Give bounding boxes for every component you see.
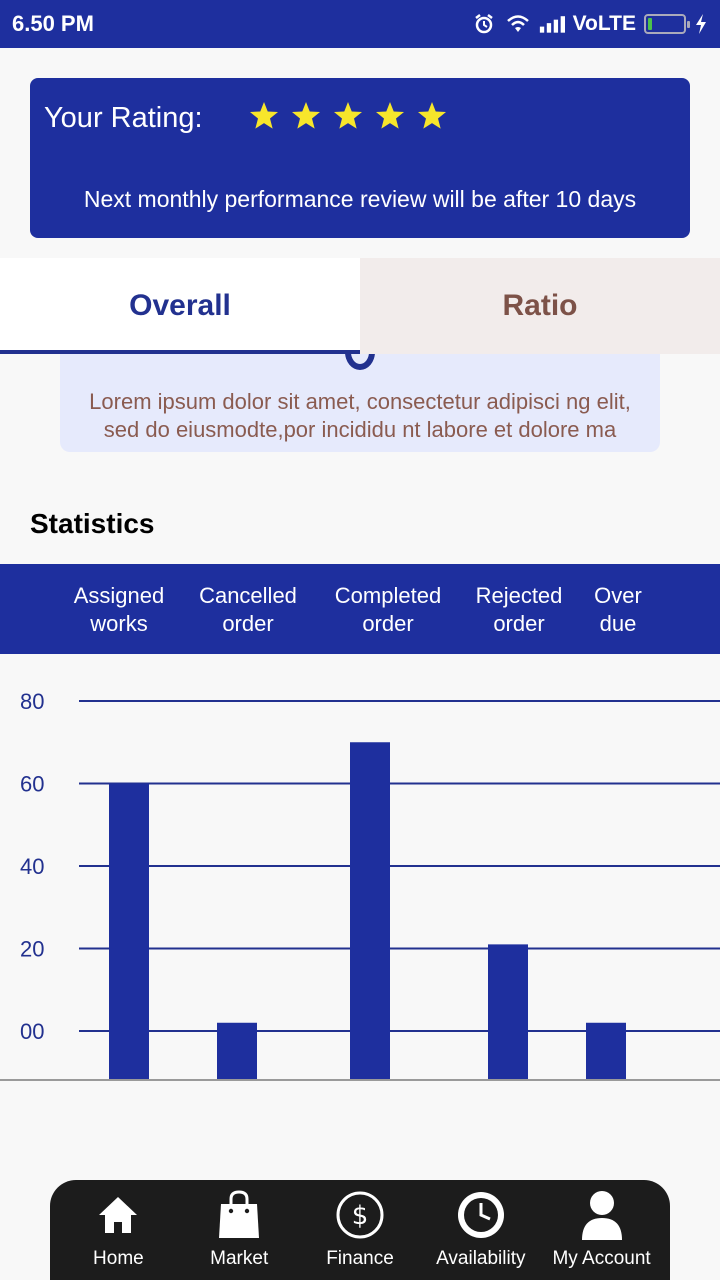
nav-finance-label: Finance — [326, 1248, 394, 1269]
overall-summary-card: Lorem ipsum dolor sit amet, consectetur … — [60, 354, 660, 452]
stat-category[interactable]: Rejected order — [454, 582, 584, 638]
review-info-text: Next monthly performance review will be … — [83, 186, 637, 212]
rating-stars — [248, 100, 448, 132]
stat-category-line: due — [599, 611, 637, 636]
y-tick-label: 40 — [20, 854, 44, 879]
statistics-title: Statistics — [30, 508, 155, 539]
status-icons: VoLTE — [471, 10, 708, 38]
stat-category-line: Assigned — [73, 583, 165, 608]
nav-availability-label: Availability — [436, 1248, 526, 1269]
bar-chart: 00 20 40 60 80 — [0, 689, 720, 1081]
overall-value-partial — [345, 354, 375, 370]
statistics-category-header: Assigned works Cancelled order Completed orde… — [0, 564, 720, 654]
statistics-chart: 00 20 40 60 80 — [0, 654, 720, 1094]
battery-level — [648, 18, 652, 30]
shopping-bag-icon — [212, 1188, 266, 1242]
chart-bar-4 — [488, 944, 528, 1080]
network-type: VoLTE — [572, 12, 636, 35]
stat-category[interactable]: Over due — [553, 582, 683, 638]
stat-category-line: works — [90, 611, 148, 636]
rating-star-icon — [292, 102, 320, 129]
y-tick-label: 60 — [20, 772, 44, 797]
svg-text:$: $ — [352, 1201, 369, 1231]
chart-bar-1 — [109, 783, 149, 1080]
stat-category[interactable]: Cancelled order — [183, 582, 313, 638]
charging-icon — [694, 12, 708, 36]
y-tick-label: 00 — [20, 1019, 44, 1044]
stat-category-line: Rejected — [475, 583, 563, 608]
nav-market[interactable]: Market — [179, 1180, 300, 1280]
nav-availability[interactable]: Availability — [420, 1180, 541, 1280]
alarm-icon — [471, 12, 497, 36]
clock-icon — [454, 1188, 508, 1242]
rating-star-icon — [418, 102, 446, 129]
chart-bar-3 — [350, 742, 390, 1080]
rating-label: Your Rating: — [44, 102, 203, 134]
overall-description-line: sed do eiusmodte,por incididu nt labore … — [103, 417, 617, 442]
y-tick-label: 20 — [20, 937, 44, 962]
battery-icon — [644, 14, 690, 34]
stat-category-line: Over — [594, 583, 642, 608]
nav-my-account-label: My Account — [552, 1248, 651, 1269]
tab-ratio[interactable]: Ratio — [360, 258, 720, 354]
signal-icon — [539, 12, 565, 36]
user-icon — [575, 1188, 629, 1242]
nav-finance[interactable]: $ Finance — [300, 1180, 421, 1280]
overall-description: Lorem ipsum dolor sit amet, consectetur … — [60, 388, 660, 444]
status-time: 6.50 PM — [12, 11, 94, 36]
wifi-icon — [505, 12, 531, 36]
bottom-navigation: Home Market $ Finance Availability My Ac… — [50, 1180, 670, 1280]
nav-my-account[interactable]: My Account — [541, 1180, 662, 1280]
y-tick-label: 80 — [20, 689, 44, 714]
stat-category-line: order — [493, 611, 545, 636]
stat-category-line: Completed — [334, 583, 442, 608]
nav-market-label: Market — [210, 1248, 269, 1269]
chart-bar-5 — [586, 1022, 626, 1080]
dollar-icon: $ — [333, 1188, 387, 1242]
stat-category-line: order — [362, 611, 414, 636]
tab-bar: Overall Ratio — [0, 258, 720, 354]
nav-home-label: Home — [93, 1248, 144, 1269]
tab-overall[interactable]: Overall — [0, 258, 360, 354]
home-icon — [91, 1188, 145, 1242]
stat-category-line: Cancelled — [199, 583, 297, 608]
overall-description-line: Lorem ipsum dolor sit amet, consectetur … — [89, 389, 631, 414]
rating-star-icon — [250, 102, 278, 129]
rating-card: Your Rating: Next monthly performance re… — [30, 78, 690, 238]
nav-home[interactable]: Home — [58, 1180, 179, 1280]
chart-bar-2 — [217, 1022, 257, 1080]
stat-category[interactable]: Completed order — [323, 582, 453, 638]
rating-star-icon — [334, 102, 362, 129]
rating-star-icon — [376, 102, 404, 129]
stat-category-line: order — [222, 611, 274, 636]
stat-category[interactable]: Assigned works — [54, 582, 184, 638]
status-bar: 6.50 PM VoLTE — [0, 0, 720, 48]
